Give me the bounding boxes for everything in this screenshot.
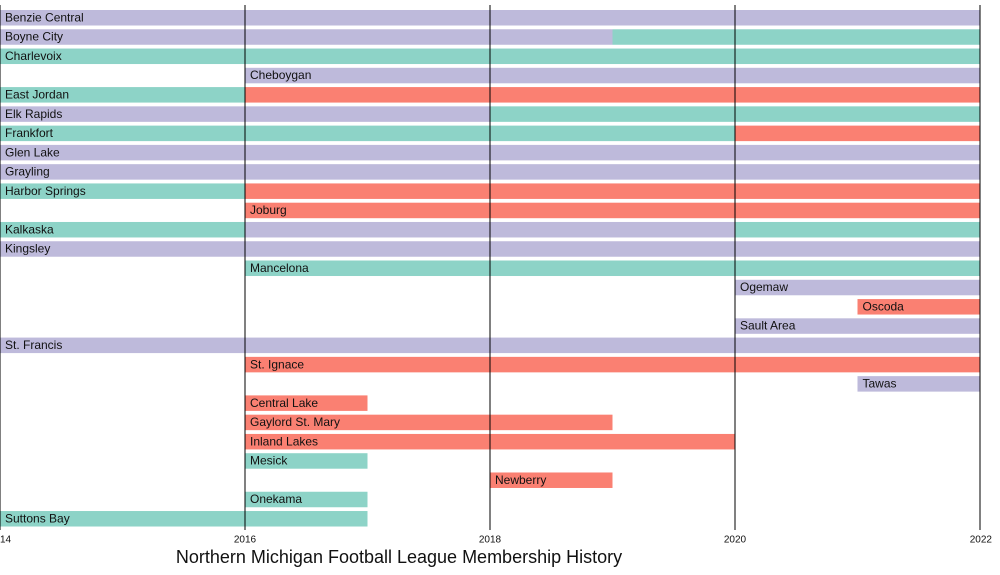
team-label: Gaylord St. Mary [250,415,340,429]
membership-bar [0,511,368,527]
membership-bar [0,87,245,103]
team-label: Boyne City [5,30,63,44]
membership-bar [245,414,613,431]
membership-bar [735,125,980,142]
membership-bar [0,183,245,199]
membership-bar [245,183,980,199]
team-label: Sault Area [740,319,796,333]
membership-bar [735,279,980,296]
team-label: Harbor Springs [5,184,86,198]
team-label: Tawas [863,377,897,391]
team-label: Joburg [250,203,287,217]
team-label: Newberry [495,473,546,487]
team-label: Suttons Bay [5,511,70,525]
team-label: Kalkaska [5,222,54,236]
membership-bar [612,29,980,45]
membership-bar [490,472,613,488]
team-label: East Jordan [5,88,69,102]
membership-bar [735,318,980,334]
x-tick-label: 2020 [724,535,747,546]
membership-bar [245,491,368,508]
team-label: Elk Rapids [5,107,62,121]
team-label: Grayling [5,165,50,179]
team-label: Glen Lake [5,145,60,159]
team-label: Benzie Central [5,10,84,24]
membership-bar [245,356,980,373]
x-tick-label: 2016 [234,535,257,546]
membership-bar [245,87,980,103]
team-label: Frankfort [5,126,54,140]
team-label: Central Lake [250,396,318,410]
membership-bar [0,29,613,45]
team-label: Mancelona [250,261,309,275]
membership-bar [857,299,980,315]
membership-bar [245,453,368,469]
team-label: Oscoda [863,299,905,313]
membership-bar [245,67,980,84]
x-tick-label: 2014 [0,535,12,546]
team-label: Onekama [250,492,302,506]
team-label: Ogemaw [740,280,788,294]
membership-bar [0,221,245,238]
membership-bar [245,260,980,277]
membership-bar [857,376,980,392]
team-label: Inland Lakes [250,434,318,448]
membership-bar [245,202,980,219]
team-label: St. Ignace [250,357,304,371]
team-label: Cheboygan [250,68,311,82]
membership-bar [735,221,980,238]
team-label: Charlevoix [5,49,62,63]
team-label: Kingsley [5,242,50,256]
chart-title: Northern Michigan Football League Member… [176,547,622,567]
team-label: St. Francis [5,338,62,352]
team-label: Mesick [250,454,288,468]
membership-bar [0,125,735,142]
membership-bar [245,395,368,411]
x-tick-label: 2018 [479,535,502,546]
x-tick-label: 2022 [970,535,993,546]
